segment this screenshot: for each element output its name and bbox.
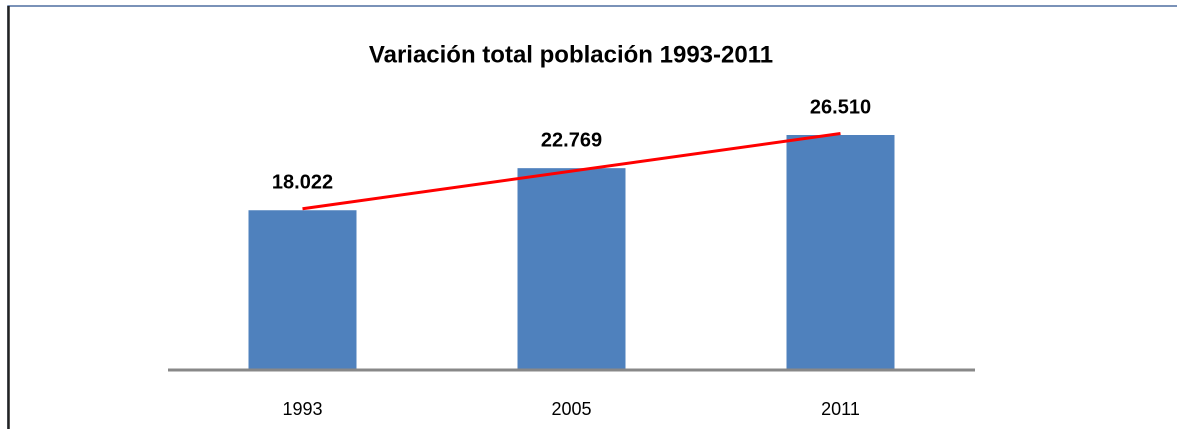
data-label: 26.510 bbox=[810, 96, 871, 118]
bar bbox=[248, 210, 357, 370]
data-label: 22.769 bbox=[541, 129, 602, 151]
bar bbox=[517, 168, 626, 370]
x-tick-label: 2011 bbox=[821, 399, 860, 419]
trend-line bbox=[302, 132, 841, 211]
chart-title: Variación total población 1993-2011 bbox=[369, 41, 773, 68]
data-label: 18.022 bbox=[272, 172, 333, 194]
bar bbox=[786, 135, 895, 370]
x-tick-label: 1993 bbox=[282, 399, 322, 419]
x-tick-label: 2005 bbox=[551, 399, 591, 419]
